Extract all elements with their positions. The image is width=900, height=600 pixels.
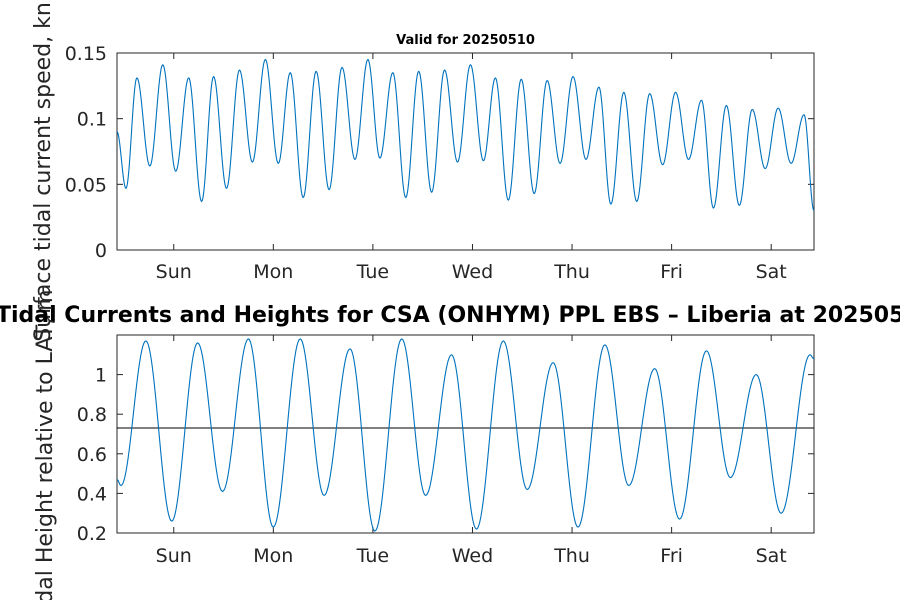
y-tick-label: 0.1 bbox=[77, 109, 107, 131]
y-tick-label: 1 bbox=[95, 365, 107, 387]
series-line bbox=[116, 58, 815, 211]
x-tick-label: Fri bbox=[660, 261, 683, 283]
y-tick-label: 0.8 bbox=[77, 404, 107, 426]
y-tick-label: 0.05 bbox=[65, 174, 107, 196]
tidal-height-chart: Sun Mon Tue Wed Thu Fri Sat 0.2 0.4 0.6 0.8 1 Tidal … bbox=[0, 289, 900, 600]
x-tick-label: Tue bbox=[356, 261, 389, 283]
y-axis-label: Tidal Height relative to LAT, m bbox=[33, 289, 58, 600]
current-speed-chart: Sun Mon Tue Wed Thu Fri Sat 0 0.05 0.1 0.15 Valid f… bbox=[31, 2, 815, 342]
x-tick-label: Mon bbox=[253, 545, 293, 567]
chart-title: Tidal Currents and Heights for CSA (ONHY… bbox=[0, 303, 900, 328]
x-tick-label: Fri bbox=[660, 545, 683, 567]
x-tick-label: Sat bbox=[756, 261, 787, 283]
y-tick-label: 0 bbox=[95, 240, 107, 262]
plot-area-box bbox=[116, 334, 815, 534]
y-tick-label: 0.15 bbox=[65, 43, 107, 65]
x-tick-label: Sun bbox=[156, 545, 192, 567]
series-line bbox=[116, 338, 815, 532]
x-tick-label: Thu bbox=[553, 261, 590, 283]
y-tick-label: 0.2 bbox=[77, 523, 107, 545]
x-tick-label: Mon bbox=[253, 261, 293, 283]
x-tick-label: Wed bbox=[452, 545, 493, 567]
x-tick-label: Sun bbox=[156, 261, 192, 283]
plot-area-box bbox=[116, 52, 815, 251]
y-tick-label: 0.4 bbox=[77, 483, 107, 505]
x-tick-label: Tue bbox=[356, 545, 389, 567]
x-tick-label: Wed bbox=[452, 261, 493, 283]
y-tick-label: 0.6 bbox=[77, 444, 107, 466]
x-tick-label: Thu bbox=[553, 545, 590, 567]
chart-title: Valid for 20250510 bbox=[396, 33, 535, 48]
x-tick-label: Sat bbox=[756, 545, 787, 567]
y-axis-label: Surface tidal current speed, kn bbox=[31, 2, 56, 342]
